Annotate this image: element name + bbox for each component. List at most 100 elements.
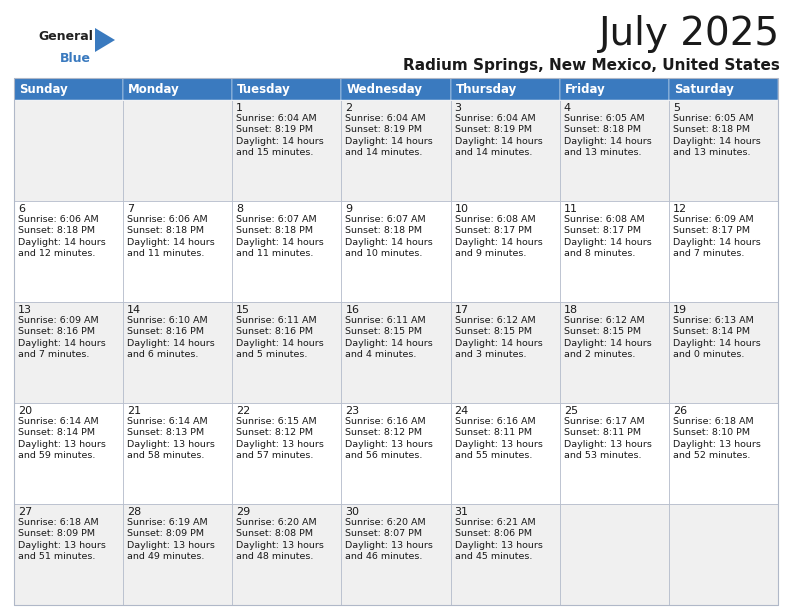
Text: Radium Springs, New Mexico, United States: Radium Springs, New Mexico, United State…: [403, 58, 780, 73]
Bar: [560, 504, 669, 605]
Bar: [14, 100, 123, 201]
Text: 4: 4: [564, 103, 571, 113]
Text: 17: 17: [455, 305, 469, 315]
Text: Tuesday: Tuesday: [238, 83, 291, 95]
Bar: [14, 302, 123, 403]
Bar: [451, 78, 560, 100]
Text: 11: 11: [564, 204, 577, 214]
Text: 2: 2: [345, 103, 352, 113]
Polygon shape: [95, 28, 115, 52]
Text: 20: 20: [18, 406, 32, 416]
Text: Sunrise: 6:06 AM
Sunset: 8:18 PM
Daylight: 14 hours
and 12 minutes.: Sunrise: 6:06 AM Sunset: 8:18 PM Dayligh…: [18, 215, 106, 258]
Bar: [341, 100, 451, 201]
Text: Sunrise: 6:07 AM
Sunset: 8:18 PM
Daylight: 14 hours
and 11 minutes.: Sunrise: 6:07 AM Sunset: 8:18 PM Dayligh…: [236, 215, 324, 258]
Bar: [14, 201, 123, 302]
Text: 31: 31: [455, 507, 469, 517]
Text: 30: 30: [345, 507, 360, 517]
Bar: [123, 403, 232, 504]
Bar: [560, 78, 669, 100]
Text: Sunrise: 6:20 AM
Sunset: 8:08 PM
Daylight: 13 hours
and 48 minutes.: Sunrise: 6:20 AM Sunset: 8:08 PM Dayligh…: [236, 518, 324, 561]
Text: Sunrise: 6:21 AM
Sunset: 8:06 PM
Daylight: 13 hours
and 45 minutes.: Sunrise: 6:21 AM Sunset: 8:06 PM Dayligh…: [455, 518, 543, 561]
Bar: [232, 201, 341, 302]
Bar: [560, 201, 669, 302]
Text: Sunrise: 6:13 AM
Sunset: 8:14 PM
Daylight: 14 hours
and 0 minutes.: Sunrise: 6:13 AM Sunset: 8:14 PM Dayligh…: [673, 316, 760, 359]
Bar: [123, 78, 232, 100]
Text: 27: 27: [18, 507, 32, 517]
Text: 28: 28: [128, 507, 142, 517]
Text: Sunrise: 6:17 AM
Sunset: 8:11 PM
Daylight: 13 hours
and 53 minutes.: Sunrise: 6:17 AM Sunset: 8:11 PM Dayligh…: [564, 417, 652, 460]
Bar: [669, 78, 778, 100]
Text: Sunrise: 6:04 AM
Sunset: 8:19 PM
Daylight: 14 hours
and 15 minutes.: Sunrise: 6:04 AM Sunset: 8:19 PM Dayligh…: [236, 114, 324, 157]
Bar: [341, 78, 451, 100]
Bar: [341, 201, 451, 302]
Text: Sunrise: 6:05 AM
Sunset: 8:18 PM
Daylight: 14 hours
and 13 minutes.: Sunrise: 6:05 AM Sunset: 8:18 PM Dayligh…: [673, 114, 760, 157]
Bar: [232, 403, 341, 504]
Bar: [123, 302, 232, 403]
Text: 26: 26: [673, 406, 687, 416]
Text: Sunrise: 6:12 AM
Sunset: 8:15 PM
Daylight: 14 hours
and 2 minutes.: Sunrise: 6:12 AM Sunset: 8:15 PM Dayligh…: [564, 316, 652, 359]
Text: Sunrise: 6:04 AM
Sunset: 8:19 PM
Daylight: 14 hours
and 14 minutes.: Sunrise: 6:04 AM Sunset: 8:19 PM Dayligh…: [455, 114, 543, 157]
Text: Sunrise: 6:11 AM
Sunset: 8:16 PM
Daylight: 14 hours
and 5 minutes.: Sunrise: 6:11 AM Sunset: 8:16 PM Dayligh…: [236, 316, 324, 359]
Text: Sunrise: 6:15 AM
Sunset: 8:12 PM
Daylight: 13 hours
and 57 minutes.: Sunrise: 6:15 AM Sunset: 8:12 PM Dayligh…: [236, 417, 324, 460]
Bar: [669, 302, 778, 403]
Text: Sunrise: 6:07 AM
Sunset: 8:18 PM
Daylight: 14 hours
and 10 minutes.: Sunrise: 6:07 AM Sunset: 8:18 PM Dayligh…: [345, 215, 433, 258]
Bar: [14, 403, 123, 504]
Bar: [341, 403, 451, 504]
Text: Sunrise: 6:14 AM
Sunset: 8:14 PM
Daylight: 13 hours
and 59 minutes.: Sunrise: 6:14 AM Sunset: 8:14 PM Dayligh…: [18, 417, 106, 460]
Text: General: General: [38, 30, 93, 43]
Text: Thursday: Thursday: [455, 83, 517, 95]
Text: 24: 24: [455, 406, 469, 416]
Bar: [451, 100, 560, 201]
Text: Sunrise: 6:09 AM
Sunset: 8:17 PM
Daylight: 14 hours
and 7 minutes.: Sunrise: 6:09 AM Sunset: 8:17 PM Dayligh…: [673, 215, 760, 258]
Text: July 2025: July 2025: [599, 15, 780, 53]
Text: Saturday: Saturday: [674, 83, 733, 95]
Text: Monday: Monday: [128, 83, 180, 95]
Text: Sunrise: 6:06 AM
Sunset: 8:18 PM
Daylight: 14 hours
and 11 minutes.: Sunrise: 6:06 AM Sunset: 8:18 PM Dayligh…: [128, 215, 215, 258]
Bar: [560, 302, 669, 403]
Text: 7: 7: [128, 204, 135, 214]
Text: 19: 19: [673, 305, 687, 315]
Bar: [14, 78, 123, 100]
Text: 23: 23: [345, 406, 360, 416]
Text: 16: 16: [345, 305, 360, 315]
Text: Sunrise: 6:10 AM
Sunset: 8:16 PM
Daylight: 14 hours
and 6 minutes.: Sunrise: 6:10 AM Sunset: 8:16 PM Dayligh…: [128, 316, 215, 359]
Bar: [560, 403, 669, 504]
Text: 13: 13: [18, 305, 32, 315]
Text: 14: 14: [128, 305, 141, 315]
Bar: [14, 504, 123, 605]
Text: Sunrise: 6:16 AM
Sunset: 8:12 PM
Daylight: 13 hours
and 56 minutes.: Sunrise: 6:16 AM Sunset: 8:12 PM Dayligh…: [345, 417, 433, 460]
Text: 25: 25: [564, 406, 578, 416]
Bar: [14, 78, 778, 605]
Bar: [451, 504, 560, 605]
Text: 21: 21: [128, 406, 141, 416]
Text: 18: 18: [564, 305, 578, 315]
Text: Sunrise: 6:08 AM
Sunset: 8:17 PM
Daylight: 14 hours
and 9 minutes.: Sunrise: 6:08 AM Sunset: 8:17 PM Dayligh…: [455, 215, 543, 258]
Bar: [451, 403, 560, 504]
Text: 22: 22: [236, 406, 250, 416]
Bar: [451, 302, 560, 403]
Bar: [123, 100, 232, 201]
Text: Sunrise: 6:12 AM
Sunset: 8:15 PM
Daylight: 14 hours
and 3 minutes.: Sunrise: 6:12 AM Sunset: 8:15 PM Dayligh…: [455, 316, 543, 359]
Bar: [232, 100, 341, 201]
Text: 9: 9: [345, 204, 352, 214]
Bar: [123, 201, 232, 302]
Bar: [232, 302, 341, 403]
Text: Sunrise: 6:14 AM
Sunset: 8:13 PM
Daylight: 13 hours
and 58 minutes.: Sunrise: 6:14 AM Sunset: 8:13 PM Dayligh…: [128, 417, 215, 460]
Text: 3: 3: [455, 103, 462, 113]
Text: 12: 12: [673, 204, 687, 214]
Bar: [669, 100, 778, 201]
Text: Sunrise: 6:08 AM
Sunset: 8:17 PM
Daylight: 14 hours
and 8 minutes.: Sunrise: 6:08 AM Sunset: 8:17 PM Dayligh…: [564, 215, 652, 258]
Text: Sunrise: 6:18 AM
Sunset: 8:10 PM
Daylight: 13 hours
and 52 minutes.: Sunrise: 6:18 AM Sunset: 8:10 PM Dayligh…: [673, 417, 761, 460]
Text: 8: 8: [236, 204, 243, 214]
Bar: [669, 201, 778, 302]
Bar: [560, 100, 669, 201]
Bar: [669, 504, 778, 605]
Text: 15: 15: [236, 305, 250, 315]
Text: Blue: Blue: [60, 52, 91, 65]
Text: 29: 29: [236, 507, 250, 517]
Bar: [123, 504, 232, 605]
Bar: [232, 78, 341, 100]
Bar: [341, 302, 451, 403]
Bar: [232, 504, 341, 605]
Text: Sunrise: 6:11 AM
Sunset: 8:15 PM
Daylight: 14 hours
and 4 minutes.: Sunrise: 6:11 AM Sunset: 8:15 PM Dayligh…: [345, 316, 433, 359]
